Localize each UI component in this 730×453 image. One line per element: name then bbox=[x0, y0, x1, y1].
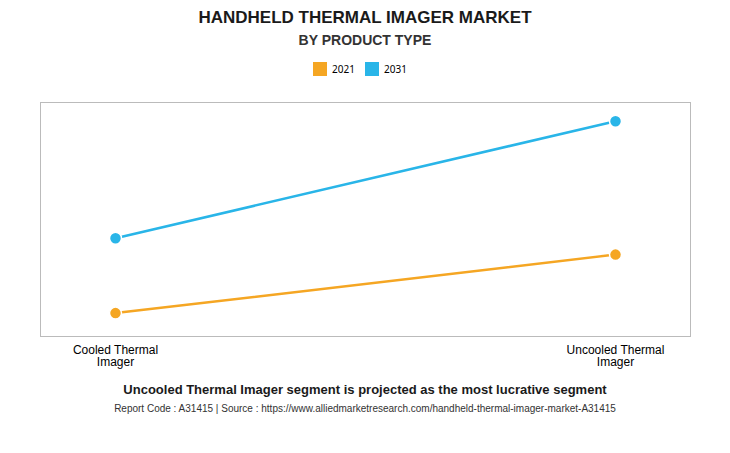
html-text:2021: 2021 bbox=[332, 61, 355, 76]
html-text:HANDHELD THERMAL IMAGER MARKET: HANDHELD THERMAL IMAGER MARKET bbox=[198, 8, 532, 27]
html-text:Uncooled Thermal Imager segmen: Uncooled Thermal Imager segment is proje… bbox=[123, 382, 607, 397]
svg-text:Uncooled ThermalImager: Uncooled ThermalImager bbox=[567, 343, 665, 369]
svg-text:Cooled ThermalImager: Cooled ThermalImager bbox=[73, 343, 158, 369]
html-text:2031: 2031 bbox=[384, 61, 407, 76]
html-text:BY PRODUCT TYPE: BY PRODUCT TYPE bbox=[298, 32, 432, 48]
html-text:Report Code : A31415 | Source: Report Code : A31415 | Source : https://… bbox=[114, 403, 616, 414]
